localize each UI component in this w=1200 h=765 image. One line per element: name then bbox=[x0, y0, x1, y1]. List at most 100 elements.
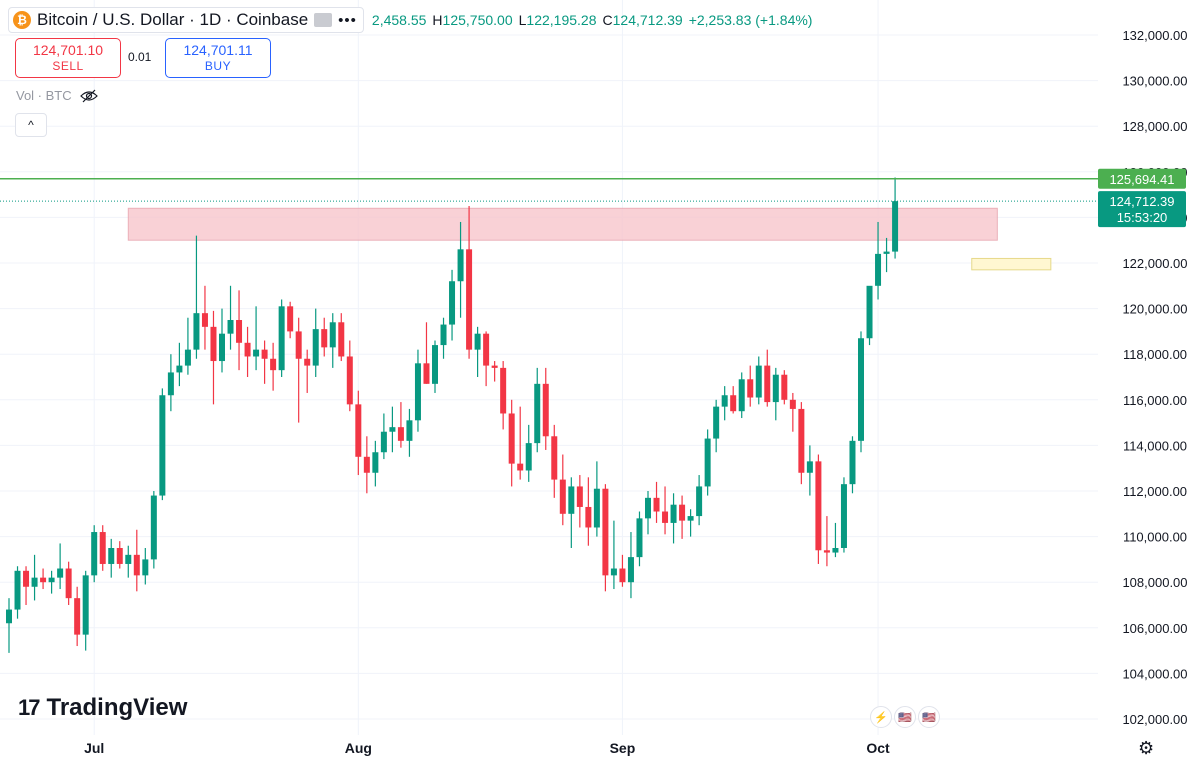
candle-body[interactable] bbox=[636, 518, 643, 558]
candle-body[interactable] bbox=[116, 548, 123, 564]
candle-body[interactable] bbox=[772, 374, 779, 403]
candle-body[interactable] bbox=[210, 326, 217, 362]
candle-body[interactable] bbox=[730, 395, 737, 412]
candle-body[interactable] bbox=[261, 349, 268, 359]
candle-body[interactable] bbox=[346, 356, 353, 405]
candle-body[interactable] bbox=[355, 404, 362, 457]
candle-body[interactable] bbox=[576, 486, 583, 507]
candle-body[interactable] bbox=[789, 399, 796, 409]
candle-body[interactable] bbox=[662, 511, 669, 523]
candle-body[interactable] bbox=[883, 251, 890, 254]
resistance-zone[interactable] bbox=[127, 207, 998, 241]
candle-body[interactable] bbox=[568, 486, 575, 514]
candle-body[interactable] bbox=[372, 452, 379, 473]
candle-body[interactable] bbox=[6, 609, 12, 624]
symbol-flag-icon[interactable] bbox=[314, 13, 333, 27]
candle-body[interactable] bbox=[201, 313, 208, 327]
candle-body[interactable] bbox=[457, 249, 464, 282]
candle-body[interactable] bbox=[892, 201, 899, 252]
candle-body[interactable] bbox=[602, 488, 609, 576]
candle-body[interactable] bbox=[764, 365, 771, 403]
candle-body[interactable] bbox=[150, 495, 157, 560]
candle-body[interactable] bbox=[65, 568, 72, 599]
buy-button[interactable]: 124,701.11 BUY bbox=[165, 38, 271, 78]
candle-body[interactable] bbox=[559, 479, 566, 514]
candle-body[interactable] bbox=[483, 333, 490, 366]
candle-body[interactable] bbox=[449, 281, 456, 325]
candle-body[interactable] bbox=[380, 431, 387, 453]
volume-legend[interactable]: Vol · BTC bbox=[16, 88, 98, 103]
tradingview-logo[interactable]: 17 TradingView bbox=[18, 694, 187, 722]
candle-body[interactable] bbox=[610, 568, 617, 576]
candle-body[interactable] bbox=[287, 306, 294, 332]
candle-body[interactable] bbox=[551, 436, 558, 480]
candle-body[interactable] bbox=[14, 570, 21, 610]
candle-body[interactable] bbox=[176, 365, 183, 373]
candle-body[interactable] bbox=[466, 249, 473, 350]
candle-body[interactable] bbox=[747, 379, 754, 398]
candle-body[interactable] bbox=[534, 383, 541, 444]
candle-body[interactable] bbox=[99, 532, 106, 564]
symbol-title-box[interactable]: ₿ Bitcoin / U.S. Dollar · 1D · Coinbase … bbox=[8, 7, 364, 33]
candle-body[interactable] bbox=[500, 367, 507, 414]
candle-body[interactable] bbox=[108, 548, 115, 564]
candle-body[interactable] bbox=[679, 504, 686, 521]
candle-body[interactable] bbox=[82, 575, 89, 635]
symbol-title[interactable]: Bitcoin / U.S. Dollar · 1D · Coinbase bbox=[37, 10, 309, 29]
candle-body[interactable] bbox=[40, 577, 47, 583]
more-options-icon[interactable]: ••• bbox=[338, 11, 357, 29]
candle-body[interactable] bbox=[363, 456, 370, 473]
candle-body[interactable] bbox=[91, 532, 98, 576]
candle-body[interactable] bbox=[253, 349, 260, 357]
collapse-legend-button[interactable]: ^ bbox=[15, 113, 47, 137]
candle-body[interactable] bbox=[406, 420, 413, 441]
candle-body[interactable] bbox=[858, 338, 864, 441]
candle-body[interactable] bbox=[193, 313, 200, 350]
candle-body[interactable] bbox=[806, 461, 813, 473]
candle-body[interactable] bbox=[338, 322, 345, 357]
candle-body[interactable] bbox=[219, 333, 225, 362]
candle-body[interactable] bbox=[585, 506, 592, 528]
candle-body[interactable] bbox=[491, 365, 498, 368]
candle-body[interactable] bbox=[270, 358, 277, 371]
candle-body[interactable] bbox=[414, 363, 421, 421]
candle-body[interactable] bbox=[713, 406, 720, 439]
lightning-icon[interactable]: ⚡ bbox=[870, 706, 892, 728]
candle-body[interactable] bbox=[517, 463, 524, 471]
candle-body[interactable] bbox=[23, 570, 30, 587]
candle-body[interactable] bbox=[432, 345, 438, 384]
candle-body[interactable] bbox=[849, 440, 856, 485]
sell-button[interactable]: 124,701.10 SELL bbox=[15, 38, 121, 78]
candle-body[interactable] bbox=[670, 504, 677, 523]
candle-body[interactable] bbox=[57, 568, 64, 578]
candle-body[interactable] bbox=[840, 484, 847, 548]
candle-body[interactable] bbox=[142, 559, 149, 576]
candle-body[interactable] bbox=[593, 488, 600, 528]
candle-body[interactable] bbox=[832, 548, 839, 553]
candle-body[interactable] bbox=[125, 554, 132, 564]
candle-body[interactable] bbox=[815, 461, 822, 551]
candle-body[interactable] bbox=[525, 443, 532, 471]
candle-body[interactable] bbox=[159, 395, 166, 496]
candle-body[interactable] bbox=[704, 438, 711, 487]
candle-body[interactable] bbox=[645, 497, 651, 519]
candle-body[interactable] bbox=[823, 550, 830, 553]
candle-body[interactable] bbox=[48, 577, 55, 583]
candle-body[interactable] bbox=[329, 322, 336, 348]
candle-body[interactable] bbox=[653, 497, 660, 512]
candle-body[interactable] bbox=[278, 306, 285, 371]
candle-body[interactable] bbox=[721, 395, 728, 407]
candle-body[interactable] bbox=[755, 365, 762, 398]
candle-body[interactable] bbox=[866, 285, 873, 339]
eye-off-icon[interactable] bbox=[79, 89, 98, 103]
candle-body[interactable] bbox=[440, 324, 447, 346]
candle-body[interactable] bbox=[304, 358, 311, 366]
candle-body[interactable] bbox=[236, 320, 243, 343]
candle-body[interactable] bbox=[133, 554, 140, 576]
candle-body[interactable] bbox=[312, 329, 319, 366]
candle-body[interactable] bbox=[184, 349, 191, 366]
candle-body[interactable] bbox=[619, 568, 626, 583]
candle-body[interactable] bbox=[227, 320, 234, 334]
candle-body[interactable] bbox=[31, 577, 38, 587]
settings-gear-icon[interactable]: ⚙ bbox=[1138, 738, 1155, 758]
